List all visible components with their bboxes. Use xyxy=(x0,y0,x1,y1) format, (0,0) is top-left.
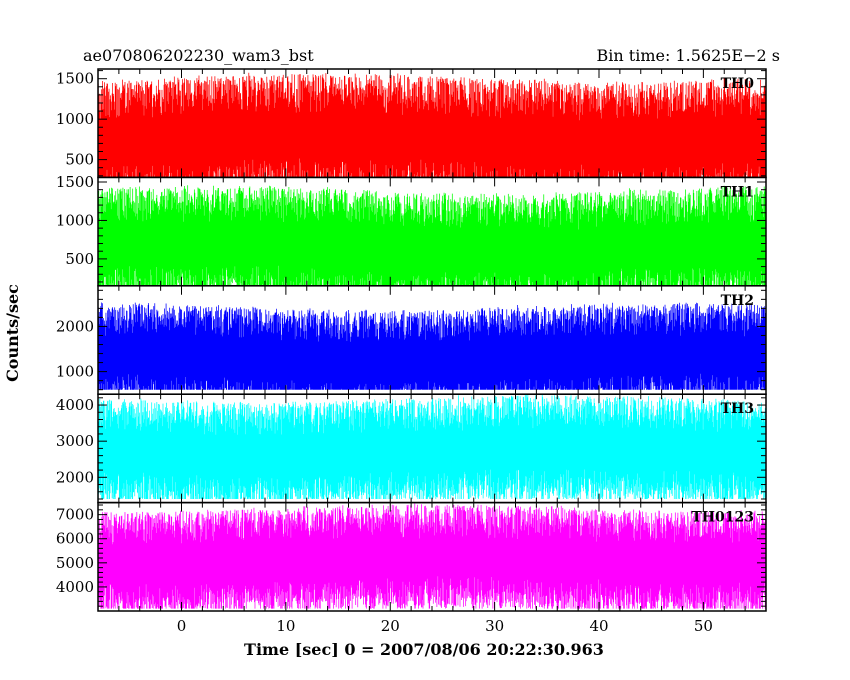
xtick-label-0: 0 xyxy=(177,617,187,635)
y-axis-label: Counts/sec xyxy=(3,284,22,382)
series-th3 xyxy=(98,394,766,499)
chart-title: ae070806202230_wam3_bst xyxy=(83,46,314,65)
panel-label-th0: TH0 xyxy=(721,76,755,92)
series-th0123 xyxy=(98,503,766,609)
ytick-label-th0123-5000: 5000 xyxy=(56,554,94,572)
ytick-label-th0-1500: 1500 xyxy=(56,70,94,88)
xtick-label-20: 20 xyxy=(381,617,400,635)
ytick-label-th3-3000: 3000 xyxy=(56,432,94,450)
xtick-label-30: 30 xyxy=(485,617,504,635)
panel-label-th2: TH2 xyxy=(721,293,754,309)
ytick-label-th0123-7000: 7000 xyxy=(56,506,94,524)
ytick-label-th1-1500: 1500 xyxy=(56,173,94,191)
ytick-label-th2-1000: 1000 xyxy=(56,363,94,381)
ytick-label-th1-1000: 1000 xyxy=(56,211,94,229)
ytick-label-th0-500: 500 xyxy=(65,151,94,169)
ytick-label-th2-2000: 2000 xyxy=(56,317,94,335)
xtick-label-10: 10 xyxy=(276,617,295,635)
xtick-label-40: 40 xyxy=(589,617,608,635)
ytick-label-th3-4000: 4000 xyxy=(56,396,94,414)
panel-label-th3: TH3 xyxy=(721,401,754,417)
ytick-label-th1-500: 500 xyxy=(65,250,94,268)
ytick-label-th0123-4000: 4000 xyxy=(56,578,94,596)
ytick-label-th0-1000: 1000 xyxy=(56,110,94,128)
panel-label-th1: TH1 xyxy=(721,184,754,200)
xtick-label-50: 50 xyxy=(694,617,713,635)
series-th1 xyxy=(98,185,766,286)
bin-time-label: Bin time: 1.5625E−2 s xyxy=(597,46,780,65)
panel-label-th0123: TH0123 xyxy=(691,510,754,526)
ytick-label-th3-2000: 2000 xyxy=(56,468,94,486)
x-axis-label: Time [sec] 0 = 2007/08/06 20:22:30.963 xyxy=(244,640,604,659)
series-th2 xyxy=(98,302,766,390)
ytick-label-th0123-6000: 6000 xyxy=(56,530,94,548)
